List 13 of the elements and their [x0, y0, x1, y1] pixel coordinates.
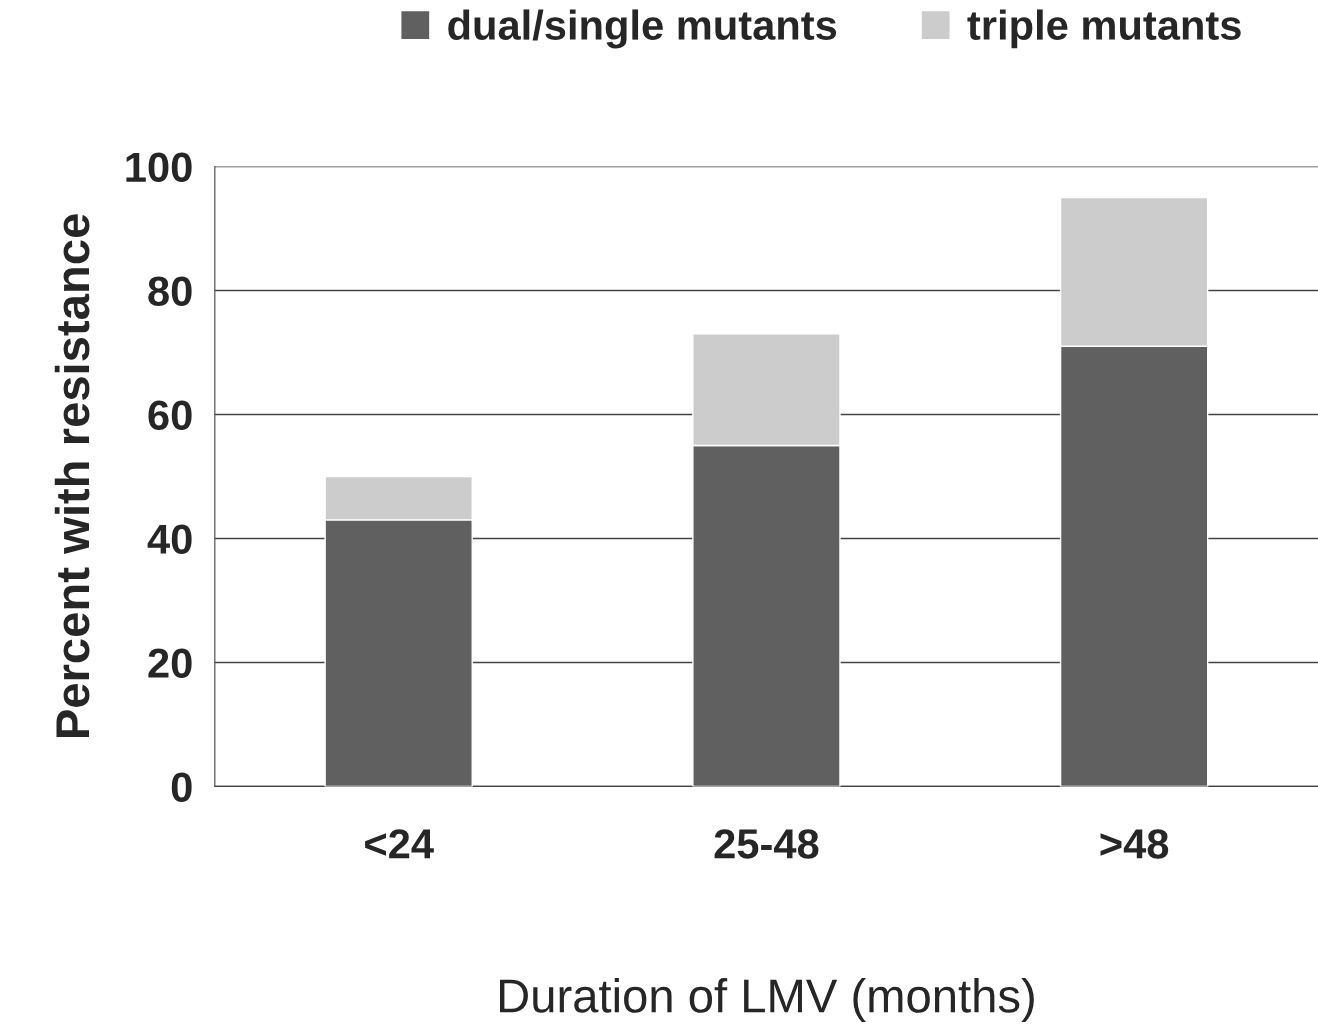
x-tick-label: 25-48	[714, 829, 819, 859]
y-axis-title: Percent with resistance	[54, 214, 90, 738]
y-tick-label: 0	[171, 772, 192, 802]
legend-label: triple mutants	[967, 9, 1241, 49]
y-tick-label: 80	[148, 276, 192, 307]
y-tick-label: 20	[148, 648, 192, 678]
x-axis-title: Duration of LMV (months)	[499, 978, 1034, 1023]
x-tick-label: <24	[365, 829, 434, 859]
legend-label: dual/single mutants	[448, 9, 837, 49]
y-tick-label: 100	[126, 152, 192, 183]
x-tick-label: >48	[1100, 829, 1169, 859]
y-tick-label: 60	[148, 400, 192, 430]
y-tick-label: 40	[147, 524, 192, 554]
